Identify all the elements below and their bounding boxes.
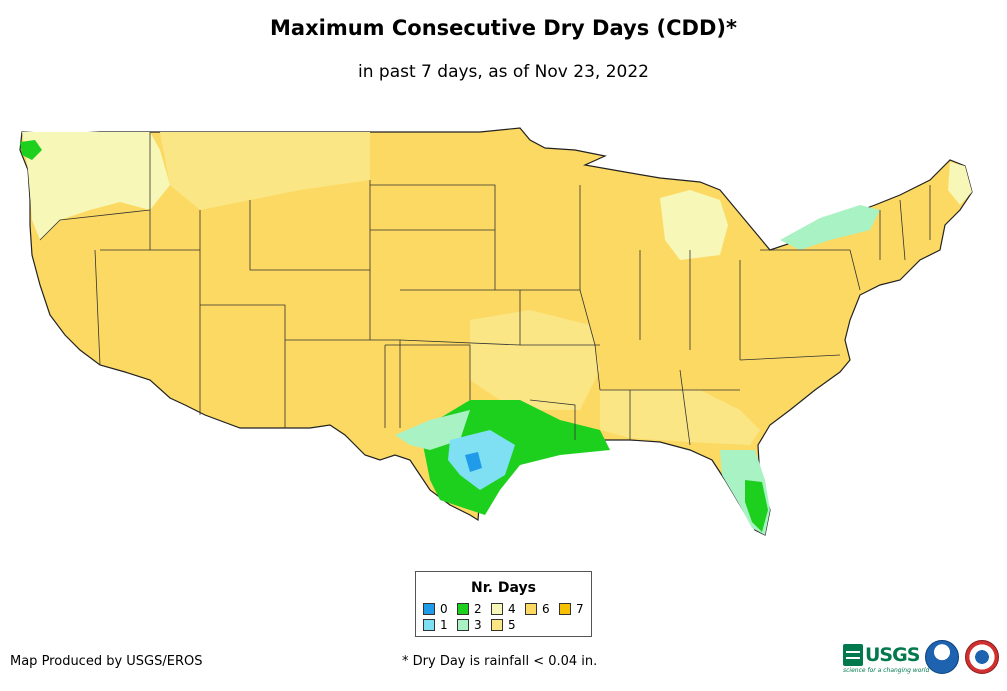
legend-label-0: 0 xyxy=(440,602,448,616)
legend-swatch-1 xyxy=(423,619,435,631)
legend-swatch-0 xyxy=(423,603,435,615)
region-washington-coast xyxy=(20,140,42,160)
legend-item-2: 2 xyxy=(457,602,482,616)
legend-swatch-4 xyxy=(491,603,503,615)
usgs-tagline: science for a changing world xyxy=(843,667,930,674)
map-credit: Map Produced by USGS/EROS xyxy=(10,654,203,669)
legend-label-5: 5 xyxy=(508,618,516,632)
legend-swatch-6 xyxy=(525,603,537,615)
legend-label-6: 6 xyxy=(542,602,550,616)
legend-swatch-3 xyxy=(457,619,469,631)
legend-item-5: 5 xyxy=(491,618,516,632)
legend-title: Nr. Days xyxy=(471,580,536,596)
legend-item-6: 6 xyxy=(525,602,550,616)
region-michigan xyxy=(660,190,728,260)
nws-logo-icon xyxy=(965,640,999,674)
agency-logos: USGS science for a changing world xyxy=(843,640,1003,676)
legend-label-1: 1 xyxy=(440,618,448,632)
region-arkansas-oklahoma xyxy=(470,310,600,410)
region-maine-light xyxy=(948,162,972,205)
legend: Nr. Days 0 1 2 3 4 5 6 xyxy=(415,571,592,637)
usgs-logo-text: USGS xyxy=(865,644,920,666)
map-title: Maximum Consecutive Dry Days (CDD)* xyxy=(270,16,737,40)
dry-day-note: * Dry Day is rainfall < 0.04 in. xyxy=(402,654,598,669)
noaa-logo-icon xyxy=(925,640,959,674)
region-florida-green xyxy=(745,480,768,532)
us-dry-days-map xyxy=(19,127,973,536)
legend-label-7: 7 xyxy=(576,602,584,616)
map-subtitle: in past 7 days, as of Nov 23, 2022 xyxy=(358,62,649,82)
legend-item-7: 7 xyxy=(559,602,584,616)
region-idaho-montana-light xyxy=(160,132,370,210)
region-texas-louisiana-green xyxy=(420,400,610,515)
region-southeast xyxy=(600,390,760,445)
legend-swatch-7 xyxy=(559,603,571,615)
usgs-logo: USGS xyxy=(843,644,920,666)
legend-label-4: 4 xyxy=(508,602,516,616)
legend-label-3: 3 xyxy=(474,618,482,632)
legend-swatch-2 xyxy=(457,603,469,615)
legend-item-4: 4 xyxy=(491,602,516,616)
legend-item-1: 1 xyxy=(423,618,448,632)
legend-swatch-5 xyxy=(491,619,503,631)
region-texas-coast-cyan xyxy=(448,430,515,490)
region-texas-coast-blue xyxy=(465,452,482,472)
usgs-mark-icon xyxy=(843,644,863,666)
legend-label-2: 2 xyxy=(474,602,482,616)
legend-item-3: 3 xyxy=(457,618,482,632)
legend-item-0: 0 xyxy=(423,602,448,616)
region-pacific-northwest xyxy=(22,132,170,240)
state-borders xyxy=(39,132,931,446)
region-northeast-teal xyxy=(780,205,880,250)
